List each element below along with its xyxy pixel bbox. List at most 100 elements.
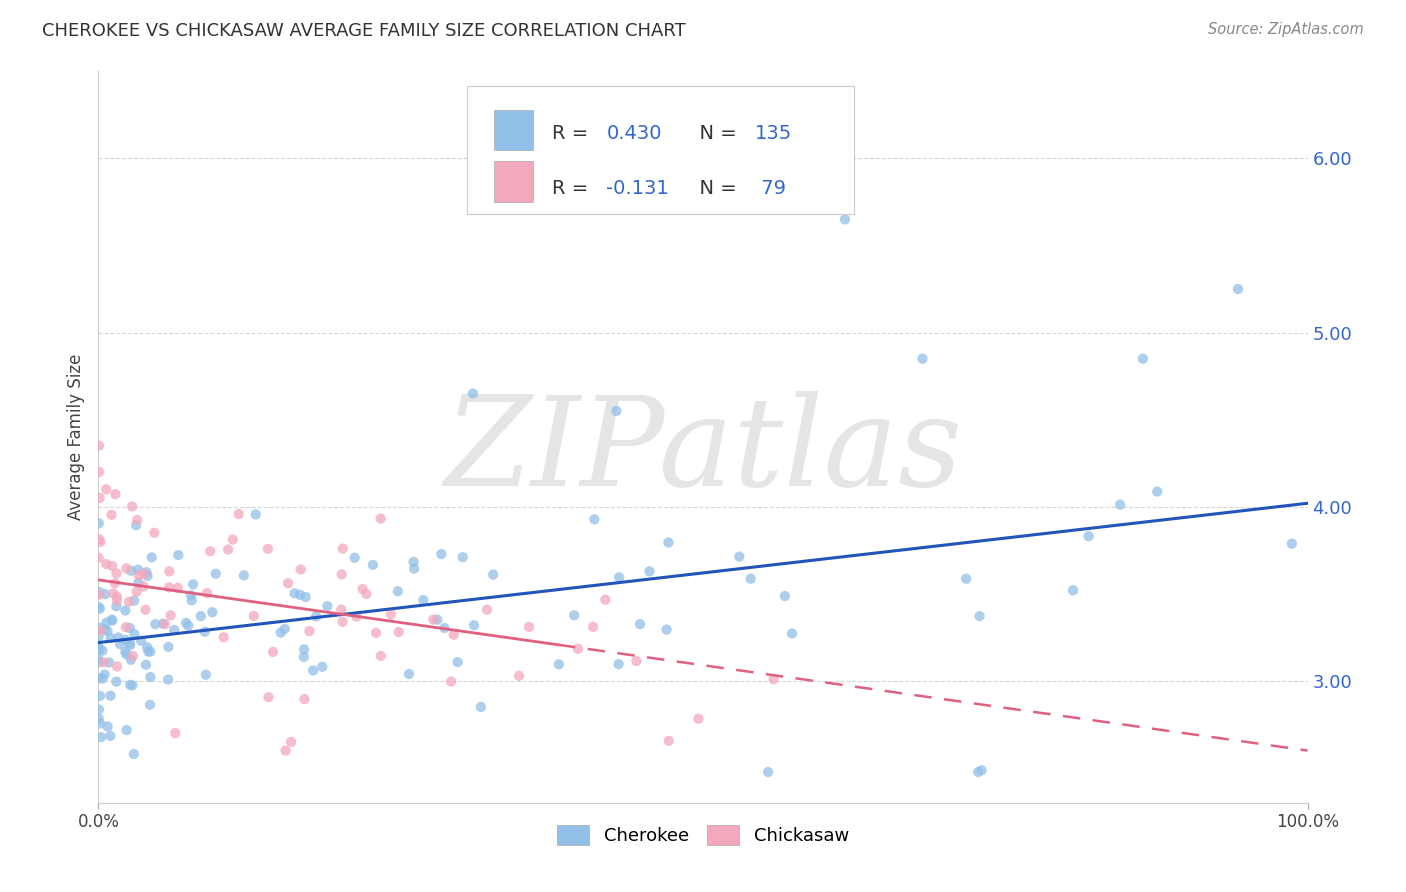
Point	[562, 608, 585, 623]
Point	[352, 582, 374, 596]
Point	[443, 628, 465, 642]
Point	[108, 637, 131, 651]
Point	[93, 667, 115, 681]
Point	[1077, 529, 1099, 543]
Point	[87, 711, 110, 725]
Point	[136, 640, 159, 655]
Point	[87, 439, 110, 453]
Point	[114, 603, 136, 617]
Point	[114, 632, 136, 647]
Point	[143, 525, 166, 540]
Point	[262, 645, 284, 659]
Point	[655, 623, 678, 637]
Point	[98, 729, 121, 743]
Point	[96, 483, 118, 497]
Point	[89, 534, 111, 549]
Point	[911, 351, 934, 366]
Point	[638, 564, 661, 578]
Point	[97, 719, 120, 733]
Point	[257, 690, 280, 705]
Point	[114, 645, 136, 659]
Point	[762, 673, 785, 687]
Point	[356, 587, 378, 601]
Point	[153, 617, 176, 632]
Point	[115, 620, 138, 634]
Point	[463, 618, 485, 632]
Point	[90, 730, 112, 744]
Point	[1226, 282, 1249, 296]
Point	[277, 576, 299, 591]
Point	[388, 625, 411, 640]
Point	[141, 550, 163, 565]
Point	[157, 581, 180, 595]
Point	[104, 487, 127, 501]
Point	[105, 593, 128, 607]
Point	[195, 586, 218, 600]
Point	[90, 621, 112, 635]
Point	[292, 642, 315, 657]
Point	[773, 589, 796, 603]
Point	[122, 648, 145, 663]
Point	[157, 673, 180, 687]
Point	[166, 581, 188, 595]
Point	[740, 572, 762, 586]
Point	[607, 657, 630, 672]
Point	[657, 535, 679, 549]
Point	[688, 712, 710, 726]
Point	[222, 533, 245, 547]
Point	[136, 569, 159, 583]
Point	[104, 576, 127, 591]
Point	[274, 622, 297, 636]
Point	[305, 609, 328, 624]
Point	[607, 570, 630, 584]
Point	[194, 624, 217, 639]
Point	[567, 641, 589, 656]
Point	[89, 588, 111, 602]
Point	[107, 631, 129, 645]
Point	[387, 584, 409, 599]
Point	[120, 638, 142, 652]
Point	[174, 615, 197, 630]
Point	[430, 547, 453, 561]
Text: R =: R =	[551, 179, 595, 198]
Point	[1132, 351, 1154, 366]
Point	[87, 629, 110, 643]
Point	[288, 588, 311, 602]
Point	[294, 590, 316, 604]
Point	[89, 716, 111, 731]
Point	[124, 627, 146, 641]
Point	[245, 508, 267, 522]
Point	[91, 643, 114, 657]
Point	[89, 533, 111, 547]
Point	[201, 605, 224, 619]
Point	[127, 513, 149, 527]
Point	[595, 592, 617, 607]
Point	[87, 702, 110, 716]
Point	[517, 620, 540, 634]
Point	[132, 579, 155, 593]
Point	[120, 678, 142, 692]
Point	[87, 671, 110, 685]
Point	[157, 640, 180, 654]
Point	[129, 633, 152, 648]
Point	[118, 595, 141, 609]
Point	[180, 588, 202, 602]
Point	[364, 625, 387, 640]
Point	[167, 548, 190, 562]
Point	[280, 735, 302, 749]
Point	[370, 648, 392, 663]
Point	[508, 669, 530, 683]
Point	[105, 599, 128, 614]
Point	[89, 601, 111, 615]
Point	[332, 615, 354, 629]
Point	[217, 542, 239, 557]
Point	[284, 586, 307, 600]
Point	[461, 386, 484, 401]
Point	[330, 567, 353, 582]
Point	[103, 586, 125, 600]
Text: CHEROKEE VS CHICKASAW AVERAGE FAMILY SIZE CORRELATION CHART: CHEROKEE VS CHICKASAW AVERAGE FAMILY SIZ…	[42, 22, 686, 40]
Point	[105, 590, 128, 604]
Text: ZIPatlas: ZIPatlas	[444, 391, 962, 513]
Point	[294, 692, 316, 706]
Point	[89, 689, 111, 703]
